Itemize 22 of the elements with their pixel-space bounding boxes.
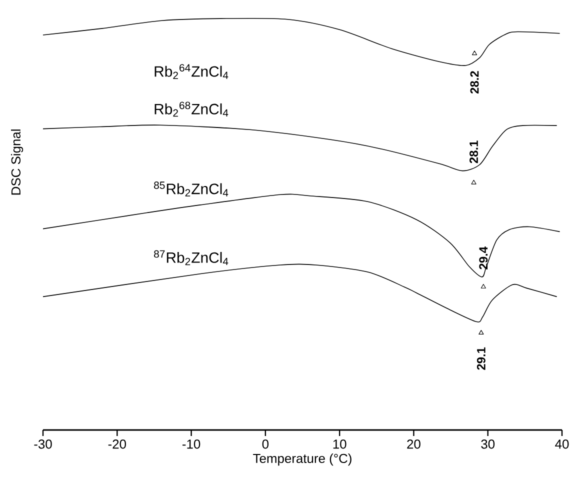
annotation: 29.1 [476, 347, 486, 370]
x-tick-label: 0 [262, 440, 269, 449]
point [471, 180, 476, 184]
x-tick-label: 20 [407, 440, 420, 449]
x-tick-label: -20 [108, 440, 126, 449]
x-tick-label: 30 [481, 440, 495, 449]
point [480, 284, 486, 288]
x-tick-label: 10 [333, 440, 346, 449]
annotation: 29.4 [479, 246, 488, 270]
x-axis-title: Temperature (°C) [253, 454, 352, 466]
series-label: Rb$_{2}$$^{68}$ZnCl$_{4}$ [154, 102, 228, 117]
series-label: $^{87}$Rb$_{2}$ZnCl$_{4}$ [154, 250, 228, 266]
annotation: 28.2 [470, 71, 479, 94]
text: Rb$_{2}$$^{64}$ZnCl$_{4}$ [154, 64, 228, 80]
series-label: $^{85}$Rb$_{2}$ZnCl$_{4}$ [154, 182, 228, 196]
x-tick-label: -30 [34, 440, 52, 449]
point [472, 50, 478, 56]
x-tick-label: -10 [182, 440, 200, 449]
y-axis-title: DSC Signal [11, 130, 24, 195]
annotation: 28.1 [470, 140, 478, 164]
x-tick-label: 40 [555, 440, 569, 449]
point [478, 330, 484, 335]
